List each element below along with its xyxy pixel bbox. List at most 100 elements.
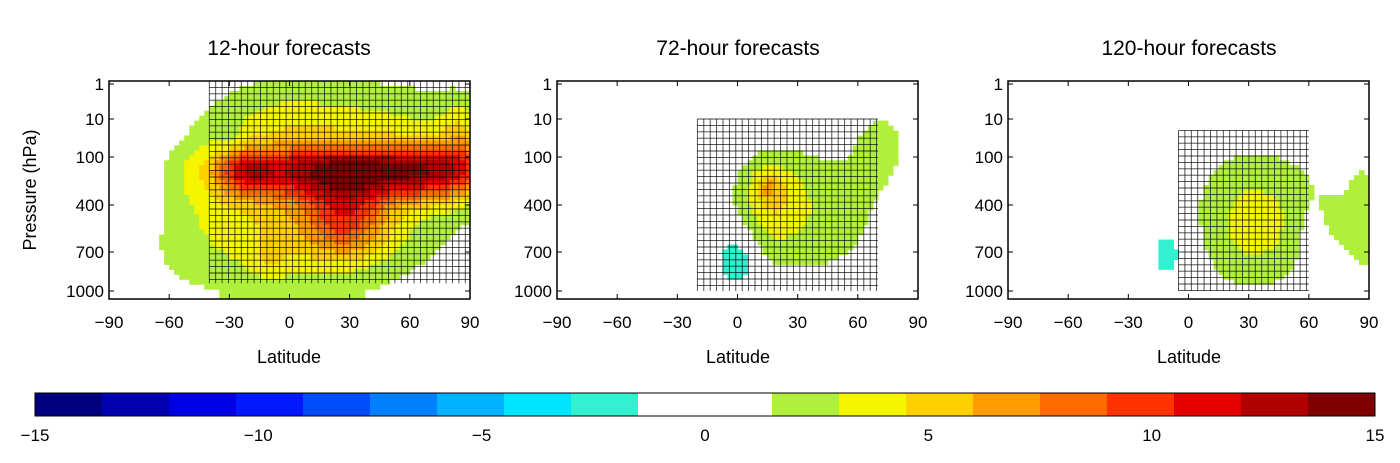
heat-cell bbox=[444, 145, 451, 151]
heat-cell bbox=[827, 190, 834, 196]
heat-cell bbox=[1333, 224, 1340, 231]
heat-cell bbox=[1218, 190, 1225, 196]
heat-cell bbox=[294, 100, 301, 107]
heat-cell bbox=[269, 140, 276, 146]
heat-cell bbox=[384, 229, 391, 236]
heat-cell bbox=[409, 180, 416, 186]
heat-cell bbox=[204, 279, 210, 285]
heat-cell bbox=[299, 150, 306, 156]
heat-cell bbox=[807, 219, 814, 226]
heat-cell bbox=[807, 214, 814, 221]
heat-cell bbox=[274, 160, 281, 166]
heat-cell bbox=[344, 100, 351, 107]
heat-cell bbox=[209, 279, 215, 285]
heat-cell bbox=[324, 160, 331, 166]
heat-cell bbox=[274, 264, 281, 270]
heat-cell bbox=[209, 175, 215, 181]
heat-cell bbox=[284, 229, 291, 236]
heat-cell bbox=[419, 170, 426, 176]
heat-cell bbox=[762, 239, 769, 246]
heat-cell bbox=[329, 279, 336, 285]
heat-cell bbox=[737, 204, 744, 211]
heat-cell bbox=[194, 125, 200, 132]
heat-cell bbox=[379, 214, 386, 221]
heat-cell bbox=[209, 130, 215, 137]
heat-cell bbox=[364, 194, 371, 201]
heat-cell bbox=[867, 145, 874, 151]
heat-cell bbox=[1288, 209, 1295, 216]
heat-cell bbox=[1343, 244, 1350, 251]
heat-cell bbox=[409, 185, 416, 191]
heat-cell bbox=[324, 175, 331, 181]
heat-cell bbox=[1283, 254, 1290, 260]
heat-cell bbox=[339, 185, 346, 191]
heat-cell bbox=[857, 185, 864, 191]
heat-cell bbox=[284, 81, 291, 87]
heat-cell bbox=[244, 249, 250, 255]
heat-cell bbox=[1288, 175, 1295, 181]
heat-cell bbox=[867, 190, 874, 196]
colorbar: −15 −10 −5 0 5 10 15 bbox=[21, 392, 1384, 445]
heat-cell bbox=[444, 160, 451, 166]
heat-cell bbox=[194, 274, 200, 280]
heat-cell bbox=[1343, 209, 1350, 216]
heat-cell bbox=[1228, 269, 1235, 275]
heat-cell bbox=[1248, 190, 1255, 196]
heat-cell bbox=[757, 229, 764, 236]
heat-cell bbox=[1273, 274, 1280, 280]
heat-cell bbox=[244, 115, 250, 122]
heat-cell bbox=[329, 269, 336, 275]
heat-cell bbox=[269, 185, 276, 191]
heat-cell bbox=[394, 234, 401, 241]
heat-cell bbox=[204, 239, 210, 246]
heat-cell bbox=[329, 170, 336, 176]
heat-cell bbox=[314, 254, 321, 260]
heat-cell bbox=[344, 145, 351, 151]
heat-cell bbox=[234, 224, 240, 231]
heat-cell bbox=[189, 204, 195, 211]
heat-cell bbox=[279, 145, 286, 151]
heat-cell bbox=[444, 110, 451, 117]
heat-cell bbox=[379, 180, 386, 186]
heat-cell bbox=[1353, 254, 1360, 260]
heat-cell bbox=[1283, 214, 1290, 221]
heat-cell bbox=[782, 234, 789, 241]
heat-cell bbox=[344, 160, 351, 166]
heat-cell bbox=[269, 284, 276, 290]
heat-cell bbox=[792, 209, 799, 216]
heat-cell bbox=[797, 209, 804, 216]
heat-cell bbox=[1208, 199, 1215, 206]
heat-cell bbox=[767, 229, 774, 236]
heat-cell bbox=[444, 100, 451, 107]
heat-cell bbox=[787, 185, 794, 191]
heat-cell bbox=[164, 234, 170, 241]
heat-cell bbox=[1348, 194, 1355, 201]
heat-cell bbox=[837, 229, 844, 236]
heat-cell bbox=[349, 185, 356, 191]
heat-cell bbox=[234, 194, 240, 201]
heat-cell bbox=[414, 125, 421, 132]
heat-cell bbox=[224, 284, 230, 290]
heat-cell bbox=[254, 254, 261, 260]
colorbar-tick-label: −5 bbox=[472, 426, 491, 445]
heat-cell bbox=[399, 100, 406, 107]
heat-cell bbox=[409, 85, 416, 92]
y-tick-label: 100 bbox=[524, 148, 552, 167]
heat-cell bbox=[284, 239, 291, 246]
heat-cell bbox=[772, 259, 779, 265]
heat-cell bbox=[1268, 214, 1275, 221]
heat-cell bbox=[209, 165, 215, 171]
heat-cell bbox=[414, 95, 421, 102]
heat-cell bbox=[174, 165, 180, 171]
heat-cell bbox=[189, 180, 195, 186]
heat-cell bbox=[184, 185, 190, 191]
heat-cell bbox=[294, 274, 301, 280]
heat-cell bbox=[249, 150, 255, 156]
heat-cell bbox=[394, 165, 401, 171]
heat-cell bbox=[379, 150, 386, 156]
heat-cell bbox=[369, 219, 376, 226]
heat-cell bbox=[842, 229, 849, 236]
heat-cell bbox=[269, 105, 276, 112]
heat-cell bbox=[264, 294, 271, 299]
heat-cell bbox=[727, 269, 734, 275]
